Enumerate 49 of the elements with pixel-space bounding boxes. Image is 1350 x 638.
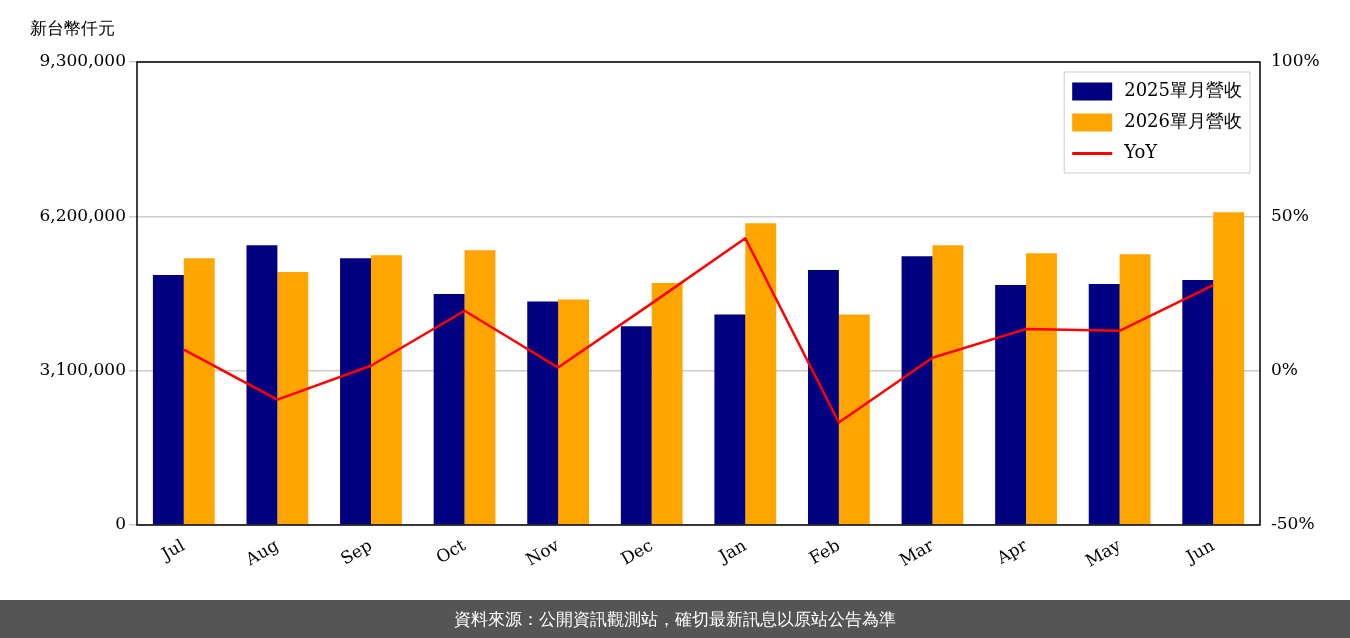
- y2-tick-label: 0%: [1271, 359, 1298, 380]
- bar: [1026, 253, 1057, 525]
- legend-label: 2025單月營收: [1124, 79, 1242, 101]
- legend-label: 2026單月營收: [1124, 110, 1242, 132]
- y-tick-label: 9,300,000: [39, 50, 126, 71]
- y2-tick-label: 50%: [1271, 204, 1309, 225]
- y2-tick-label: -50%: [1271, 513, 1315, 534]
- x-tick-label: Mar: [895, 534, 938, 570]
- x-tick-label: Dec: [617, 534, 656, 569]
- bar: [558, 299, 590, 525]
- bar: [932, 245, 964, 525]
- legend-label: YoY: [1123, 141, 1159, 163]
- bar: [1119, 254, 1151, 525]
- x-tick-label: Oct: [432, 534, 469, 568]
- bar: [1088, 284, 1120, 525]
- y-tick-label: 3,100,000: [39, 359, 126, 380]
- bar: [1213, 212, 1245, 525]
- bar: [714, 314, 746, 525]
- x-tick-label: Nov: [522, 534, 563, 570]
- bar: [807, 270, 839, 525]
- y-tick-label: 6,200,000: [39, 204, 126, 225]
- bar: [183, 258, 215, 525]
- bar: [527, 301, 559, 525]
- x-tick-label: Aug: [241, 534, 282, 570]
- y2-tick-label: 100%: [1271, 50, 1320, 71]
- x-tick-label: May: [1081, 534, 1125, 571]
- source-note: 資料來源：公開資訊觀測站，確切最新訊息以原站公告為準: [0, 600, 1350, 638]
- x-tick-label: Apr: [992, 534, 1032, 569]
- bar: [838, 314, 870, 525]
- bar: [277, 272, 309, 525]
- bar: [246, 245, 278, 525]
- y-tick-label: 0: [115, 513, 126, 534]
- bar: [340, 258, 371, 525]
- x-tick-label: Feb: [805, 534, 844, 569]
- bar: [433, 294, 465, 525]
- bar: [620, 326, 652, 525]
- x-tick-label: Jan: [713, 534, 750, 568]
- x-tick-label: Jun: [1180, 534, 1218, 568]
- x-tick-label: Sep: [336, 534, 376, 569]
- x-tick-label: Jul: [156, 534, 188, 565]
- bar: [370, 255, 402, 525]
- bar: [745, 223, 777, 525]
- bar: [152, 275, 184, 525]
- bar: [995, 285, 1027, 525]
- bar: [1182, 280, 1214, 525]
- bar: [464, 250, 496, 525]
- bar: [901, 256, 933, 525]
- y-axis-title: 新台幣仟元: [30, 18, 115, 38]
- bar: [651, 283, 683, 525]
